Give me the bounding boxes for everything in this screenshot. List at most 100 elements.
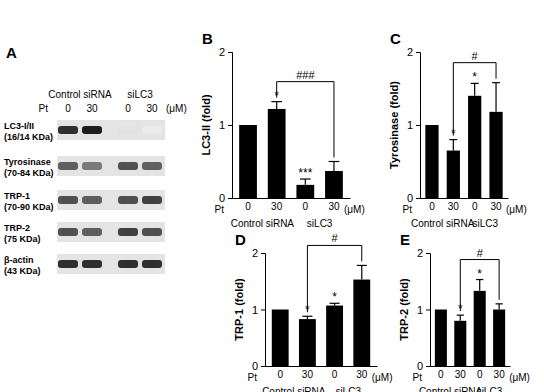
panel-label: D	[235, 231, 246, 248]
size-label: (16/14 KDa)	[4, 132, 53, 142]
x-tick: 0	[438, 366, 444, 380]
group-label: siLC3	[477, 386, 503, 392]
band	[82, 260, 102, 268]
group-label: Control siRNA	[419, 386, 483, 392]
bar	[489, 112, 502, 198]
panel-label: E	[400, 231, 410, 248]
x-tick-label: 0	[245, 201, 251, 212]
x-tick: 0	[477, 366, 483, 380]
significance-mark: *	[477, 267, 482, 281]
blot-strip	[57, 254, 165, 274]
y-tick: 2	[252, 247, 265, 259]
band	[58, 126, 78, 134]
y-tick-label: 1	[219, 119, 225, 131]
band	[58, 196, 78, 204]
y-axis-line	[228, 53, 233, 199]
protein-label: Tyrosinase	[4, 157, 51, 167]
bracket	[307, 245, 361, 312]
y-tick: 2	[417, 247, 430, 259]
protein-label: TRP-2	[4, 223, 30, 233]
band	[82, 162, 102, 170]
x-tick: 30	[271, 198, 283, 212]
x-tick: 0	[245, 198, 251, 212]
x-tick-label: 30	[490, 201, 502, 212]
x-tick-label: 30	[494, 369, 506, 380]
group-label: Control siRNA	[231, 218, 295, 229]
y-tick-mark	[228, 198, 232, 199]
y-tick-mark	[261, 310, 265, 311]
y-tick-mark	[416, 198, 420, 199]
y-tick-label: 0	[407, 192, 413, 204]
x-tick-label: 30	[455, 369, 467, 380]
x-tick-label: 0	[472, 201, 478, 212]
y-axis-title: Tyrosinase (fold)	[388, 81, 400, 169]
group-label: siLC3	[307, 218, 333, 229]
significance-mark: ***	[298, 166, 312, 180]
y-axis-title: LC3-II (fold)	[200, 94, 212, 155]
significance-mark: *	[472, 70, 477, 84]
bar	[296, 185, 314, 198]
error-stem	[333, 162, 334, 171]
size-label: (75 KDa)	[4, 234, 41, 244]
bar	[435, 310, 447, 367]
bar-chart: 012030030ETRP-2 (fold)Pt**#(μM)Control s…	[398, 231, 530, 392]
x-tick-label: 30	[271, 201, 283, 212]
plot-area	[239, 102, 343, 198]
y-tick: 1	[407, 119, 420, 131]
panel-label: B	[202, 30, 213, 47]
significance-mark: *	[332, 290, 337, 304]
y-tick-mark	[426, 253, 430, 254]
y-axis: 0 1 2	[417, 247, 431, 372]
dose-label: 30	[146, 103, 158, 114]
x-tick: 0	[332, 366, 338, 380]
y-tick-label: 1	[252, 304, 258, 316]
band	[82, 126, 102, 134]
y-tick-label: 0	[417, 360, 423, 372]
bar	[268, 109, 286, 198]
bar	[447, 151, 460, 198]
band	[58, 260, 78, 268]
x-tick: 0	[472, 198, 478, 212]
error-cap	[329, 161, 340, 162]
x-tick-label: 0	[438, 369, 444, 380]
x-axis: 030030	[233, 198, 351, 212]
panel-label: A	[6, 44, 17, 61]
y-axis-line	[261, 254, 266, 367]
group-label: siLC3	[127, 89, 153, 100]
y-tick-mark	[228, 125, 232, 126]
band	[142, 126, 162, 134]
band	[82, 228, 102, 236]
error-bar	[492, 83, 500, 112]
error-cap	[357, 265, 367, 266]
band	[118, 162, 138, 170]
plot-area	[272, 265, 370, 366]
bracket-label: #	[472, 50, 479, 62]
figure: AControl siRNAsiLC3Pt030030(μM)LC3-I/II(…	[0, 0, 544, 392]
treatment-label: Pt	[39, 103, 49, 114]
y-tick-label: 0	[219, 192, 225, 204]
y-tick-label: 2	[252, 247, 258, 259]
error-bar	[496, 304, 503, 310]
bracket	[453, 63, 496, 136]
group-label: Control siRNA	[48, 89, 112, 100]
y-tick: 0	[219, 192, 232, 204]
band	[118, 196, 138, 204]
bar	[325, 171, 343, 198]
bar	[239, 125, 257, 198]
bracket-label: ###	[296, 69, 315, 81]
y-tick: 0	[407, 192, 420, 204]
y-tick: 0	[417, 360, 430, 372]
x-tick-label: 0	[332, 369, 338, 380]
y-tick-label: 2	[407, 46, 413, 58]
y-tick-mark	[261, 366, 265, 367]
error-bar	[471, 83, 479, 95]
group-label: Control siRNA	[262, 386, 326, 392]
y-tick-mark	[416, 125, 420, 126]
y-tick: 1	[417, 304, 430, 316]
x-tick-label: 30	[328, 201, 340, 212]
band	[142, 260, 162, 268]
bar-chart: 012030030CTyrosinase (fold)Pt**#(μM)Cont…	[388, 30, 527, 229]
error-bar	[329, 162, 340, 171]
x-tick: 0	[277, 366, 283, 380]
y-axis: 0 1 2	[407, 46, 421, 204]
